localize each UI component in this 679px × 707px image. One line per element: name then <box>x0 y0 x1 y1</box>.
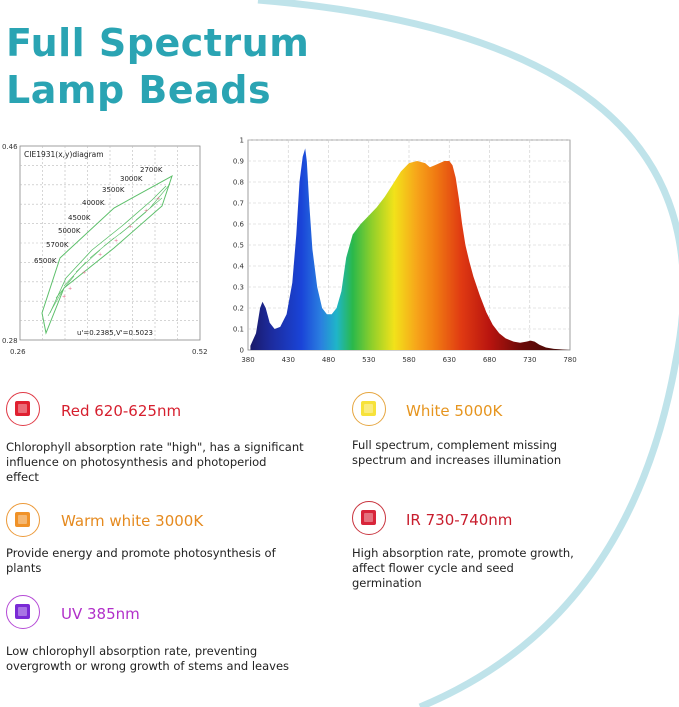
cct-label: 2700K <box>140 166 163 174</box>
feature-desc-warm-white: Provide energy and promote photosynthesi… <box>6 546 276 576</box>
feature-desc-red-line2: influence on photosynthesis and photoper… <box>6 455 267 469</box>
cie-hatch-line <box>55 275 75 299</box>
red-led-icon <box>6 392 40 426</box>
spec-x-tick-label: 630 <box>443 356 456 364</box>
cie-sample-mark: + <box>156 196 160 202</box>
page-title-line1: Full Spectrum <box>6 21 310 65</box>
feature-title-red: Red 620-625nm <box>61 402 182 420</box>
cct-label: 3500K <box>102 186 125 194</box>
arc-stroke <box>257 0 679 707</box>
cie-xtick-left: 0.26 <box>10 348 26 356</box>
white-led-chip <box>361 401 376 416</box>
feature-desc-ir-line1: High absorption rate, promote growth, <box>352 546 574 560</box>
cct-label: 3000K <box>120 175 143 183</box>
ir-led-icon <box>352 501 386 535</box>
feature-desc-ir-line3: germination <box>352 576 422 590</box>
cie-sample-mark: + <box>62 294 66 300</box>
spec-y-tick-label: 0.4 <box>233 263 245 271</box>
planckian-locus <box>49 185 167 314</box>
cie-hatch-line <box>75 249 101 273</box>
spec-y-tick-label: 0.7 <box>233 200 244 208</box>
feature-desc-warm-white-line1: Provide energy and promote photosynthesi… <box>6 546 276 560</box>
spec-y-tick-label: 0.3 <box>233 284 244 292</box>
cie-ytick-top: 0.46 <box>2 143 18 151</box>
feature-desc-white-line2: spectrum and increases illumination <box>352 453 562 467</box>
feature-desc-uv: Low chlorophyll absorption rate, prevent… <box>6 644 289 674</box>
uv-led-icon <box>6 595 40 629</box>
cct-label: 5700K <box>46 241 69 249</box>
feature-desc-red-line3: effect <box>6 470 39 484</box>
spec-x-tick-label: 680 <box>483 356 496 364</box>
spec-y-tick-label: 0.5 <box>233 242 244 250</box>
cie-diagram: ++++++++ CIE1931(x,y)diagram 0.46 0.28 0… <box>2 143 208 356</box>
cie-sample-mark: + <box>68 286 72 292</box>
cie-hatch-line <box>47 287 65 317</box>
feature-title-ir: IR 730-740nm <box>406 511 513 529</box>
feature-title-uv: UV 385nm <box>61 605 140 623</box>
cie-hatch-line <box>149 183 171 209</box>
spec-y-tick-label: 1 <box>240 137 244 145</box>
feature-desc-ir: High absorption rate, promote growth, af… <box>352 546 574 591</box>
cie-sample-mark: + <box>82 270 86 276</box>
cie-grid <box>20 146 200 340</box>
feature-title-warm-white: Warm white 3000K <box>61 512 204 530</box>
spec-x-tick-label: 580 <box>402 356 415 364</box>
cie-sample-mark: + <box>98 252 102 258</box>
spec-y-tick-label: 0.6 <box>233 221 245 229</box>
uv-led-chip <box>15 604 30 619</box>
cct-label: 5000K <box>58 227 81 235</box>
feature-desc-white-line1: Full spectrum, complement missing <box>352 438 558 452</box>
spectrum-chart: 0 0.1 0.2 0.3 0.4 0.5 0.6 0.7 0.8 0.9 1 380 430 480 5… <box>233 137 577 365</box>
spec-x-tick-label: 430 <box>282 356 295 364</box>
spec-x-tick-label: 480 <box>322 356 335 364</box>
feature-desc-warm-white-line2: plants <box>6 561 42 575</box>
feature-desc-white: Full spectrum, complement missing spectr… <box>352 438 561 468</box>
page-title-line2: Lamp Beads <box>6 68 272 112</box>
feature-desc-uv-line2: overgrowth or wrong growth of stems and … <box>6 659 290 673</box>
cie-title: CIE1931(x,y)diagram <box>24 150 104 159</box>
spec-x-tick-label: 780 <box>563 356 576 364</box>
spec-y-tick-label: 0.8 <box>233 179 244 187</box>
white-led-icon <box>352 392 386 426</box>
spec-y-ticks: 0 0.1 0.2 0.3 0.4 0.5 0.6 0.7 0.8 0.9 1 <box>233 137 245 355</box>
red-led-chip <box>15 401 30 416</box>
spec-y-tick-label: 0.1 <box>233 326 244 334</box>
cct-label: 4500K <box>68 214 91 222</box>
spec-y-tick-label: 0.9 <box>233 158 244 166</box>
cie-hatch-line <box>135 197 163 221</box>
ir-led-chip <box>361 510 376 525</box>
cie-sample-mark: + <box>144 208 148 214</box>
cie-sample-mark: + <box>114 238 118 244</box>
cie-xtick-right: 0.52 <box>192 348 208 356</box>
feature-desc-red: Chlorophyll absorption rate "high", has … <box>6 440 304 485</box>
cct-band <box>41 174 173 335</box>
cct-hatch: ++++++++ <box>47 183 171 317</box>
cie-annotation: u'=0.2385,V'=0.5023 <box>77 329 153 337</box>
spec-x-tick-label: 730 <box>523 356 536 364</box>
cie-sample-mark: + <box>128 224 132 230</box>
spec-y-tick-label: 0 <box>240 347 244 355</box>
cct-label: 4000K <box>82 199 105 207</box>
spec-x-ticks: 380 430 480 530 580 630 680 730 780 <box>241 356 576 364</box>
feature-desc-ir-line2: affect flower cycle and seed <box>352 561 514 575</box>
feature-title-white: White 5000K <box>406 402 503 420</box>
cct-label: 6500K <box>34 257 57 265</box>
warm-white-led-icon <box>6 503 40 537</box>
cie-ytick-bottom: 0.28 <box>2 337 18 345</box>
spec-y-tick-label: 0.2 <box>233 305 244 313</box>
spectrum-area <box>250 148 570 350</box>
spec-x-tick-label: 380 <box>241 356 254 364</box>
warm-white-led-chip <box>15 512 30 527</box>
cie-hatch-line <box>119 211 147 235</box>
spec-x-tick-label: 530 <box>362 356 375 364</box>
feature-desc-uv-line1: Low chlorophyll absorption rate, prevent… <box>6 644 258 658</box>
feature-desc-red-line1: Chlorophyll absorption rate "high", has … <box>6 440 304 454</box>
